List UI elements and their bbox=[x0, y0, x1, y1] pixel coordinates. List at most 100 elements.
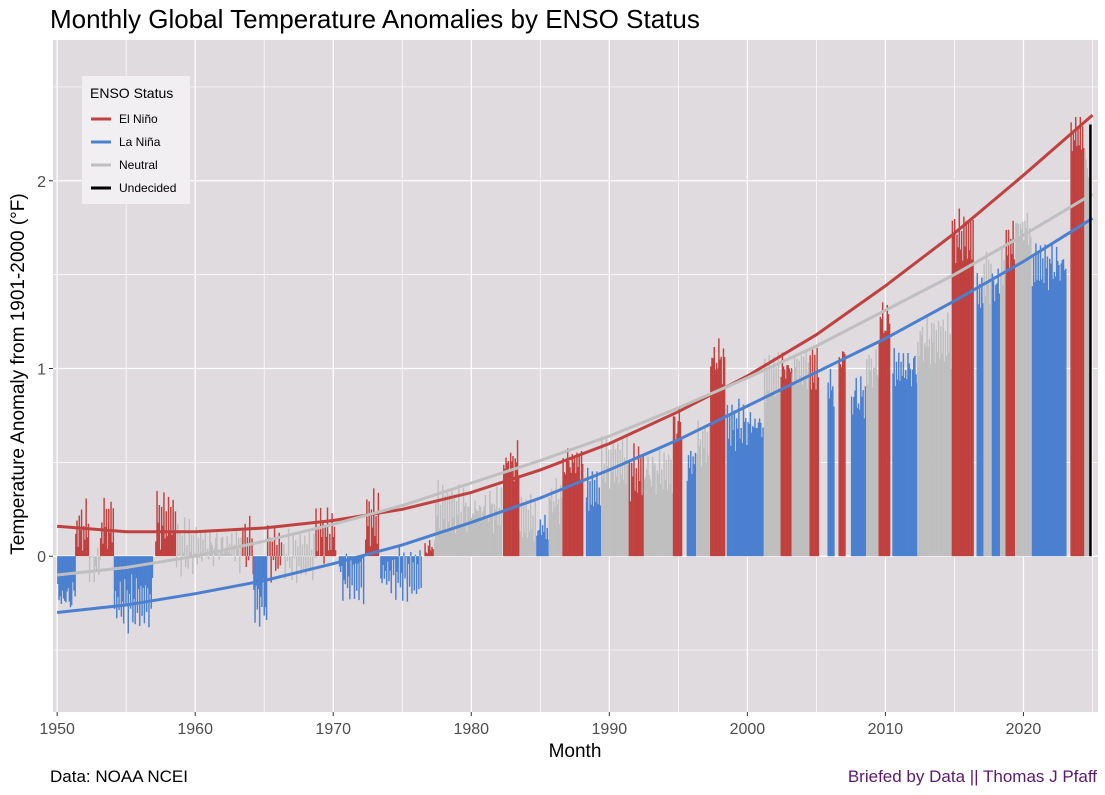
bar-neutral-month bbox=[553, 501, 555, 557]
bar-lania-month bbox=[64, 556, 66, 601]
legend-label: La Niña bbox=[119, 135, 161, 149]
bar-lania-month bbox=[339, 556, 342, 572]
bar-neutral-month bbox=[475, 509, 477, 557]
bar-neutral-month bbox=[947, 312, 949, 557]
bar-neutral-month bbox=[936, 352, 939, 557]
bar-neutral-month bbox=[917, 342, 919, 557]
bar-neutral-month bbox=[799, 375, 802, 557]
bar-lania-month bbox=[380, 556, 382, 579]
bar-lania-month bbox=[693, 464, 695, 557]
bar-neutral-month bbox=[494, 509, 497, 557]
bar-lania-month bbox=[1051, 243, 1053, 557]
bar-lania-month bbox=[385, 556, 388, 585]
bar-lania-month bbox=[753, 427, 755, 557]
bar-neutral-month bbox=[208, 556, 210, 560]
bar-neutral-month bbox=[610, 449, 612, 557]
bar-neutral-month bbox=[699, 439, 702, 557]
bar-elnio-month bbox=[785, 378, 787, 557]
bar-neutral-month bbox=[482, 511, 484, 557]
bar-neutral-month bbox=[1004, 275, 1007, 557]
bar-elnio-month bbox=[424, 543, 426, 557]
bar-neutral-month bbox=[801, 384, 804, 557]
bar-lania-month bbox=[1042, 258, 1044, 557]
bar-neutral-month bbox=[471, 513, 474, 557]
bar-neutral-month bbox=[934, 362, 936, 557]
bar-elnio-month bbox=[637, 446, 640, 557]
bar-lania-month bbox=[748, 423, 750, 557]
bar-neutral-month bbox=[866, 359, 868, 557]
bar-neutral-month bbox=[988, 259, 990, 557]
bar-elnio-month bbox=[251, 538, 253, 557]
bar-neutral-month bbox=[233, 544, 235, 557]
bar-lania-month bbox=[541, 525, 544, 557]
bar-neutral-month bbox=[214, 537, 217, 557]
bar-neutral-month bbox=[989, 303, 991, 557]
bar-neutral-month bbox=[286, 556, 289, 562]
bar-elnio-month bbox=[956, 234, 958, 557]
bar-neutral-month bbox=[948, 352, 950, 557]
bar-neutral-month bbox=[548, 496, 551, 557]
bar-neutral-month bbox=[467, 506, 469, 557]
bar-elnio-month bbox=[83, 525, 85, 557]
bar-neutral-month bbox=[212, 556, 215, 567]
bar-elnio-month bbox=[680, 437, 683, 557]
bar-lania-month bbox=[1031, 286, 1034, 557]
bar-neutral-month bbox=[236, 548, 239, 557]
bar-neutral-month bbox=[950, 368, 952, 557]
bar-lania-month bbox=[863, 418, 866, 557]
bar-lania-month bbox=[143, 556, 146, 624]
bar-neutral-month bbox=[224, 551, 226, 557]
bar-neutral-month bbox=[526, 537, 528, 557]
bar-lania-month bbox=[405, 556, 407, 558]
bar-elnio-month bbox=[962, 260, 964, 557]
bar-neutral-month bbox=[663, 452, 665, 557]
bar-lania-month bbox=[397, 556, 399, 583]
bar-neutral-month bbox=[803, 356, 805, 557]
bar-neutral-month bbox=[1084, 151, 1086, 557]
bar-lania-month bbox=[1036, 280, 1038, 557]
bar-neutral-month bbox=[666, 490, 669, 557]
bar-neutral-month bbox=[621, 436, 624, 557]
bar-lania-month bbox=[976, 273, 978, 557]
bar-neutral-month bbox=[282, 555, 284, 557]
bar-elnio-month bbox=[110, 501, 112, 557]
bar-lania-month bbox=[343, 556, 345, 580]
bar-elnio-month bbox=[963, 216, 965, 557]
bar-lania-month bbox=[828, 398, 831, 557]
bar-elnio-month bbox=[173, 531, 176, 557]
bar-elnio-month bbox=[247, 556, 250, 561]
bar-elnio-month bbox=[579, 479, 582, 557]
bar-lania-month bbox=[595, 501, 597, 557]
bar-lania-month bbox=[141, 556, 143, 616]
bar-lania-month bbox=[126, 556, 128, 591]
bar-elnio-month bbox=[788, 368, 790, 557]
bar-lania-month bbox=[691, 473, 693, 557]
bar-elnio-month bbox=[971, 259, 973, 557]
bar-neutral-month bbox=[193, 534, 195, 557]
bar-lania-month bbox=[136, 556, 139, 613]
bar-lania-month bbox=[754, 418, 756, 557]
bar-elnio-month bbox=[634, 490, 636, 557]
bar-elnio-month bbox=[1071, 151, 1073, 557]
bar-lania-month bbox=[538, 529, 540, 557]
bar-neutral-month bbox=[649, 479, 652, 557]
bar-elnio-month bbox=[86, 537, 89, 557]
bar-elnio-month bbox=[172, 499, 174, 557]
bar-neutral-month bbox=[493, 504, 496, 557]
bar-neutral-month bbox=[519, 531, 522, 557]
bar-neutral-month bbox=[483, 506, 485, 557]
bar-neutral-month bbox=[620, 474, 623, 557]
bar-elnio-month bbox=[366, 499, 368, 557]
bar-lania-month bbox=[743, 421, 746, 557]
bar-neutral-month bbox=[605, 438, 608, 557]
bar-elnio-month bbox=[952, 235, 955, 557]
bar-elnio-month bbox=[811, 349, 814, 557]
bar-lania-month bbox=[910, 386, 913, 557]
bar-elnio-month bbox=[844, 354, 846, 557]
bar-lania-month bbox=[598, 487, 600, 557]
bar-lania-month bbox=[590, 504, 592, 557]
bar-elnio-month bbox=[628, 459, 631, 557]
bar-neutral-month bbox=[221, 536, 224, 557]
bar-elnio-month bbox=[570, 472, 572, 557]
